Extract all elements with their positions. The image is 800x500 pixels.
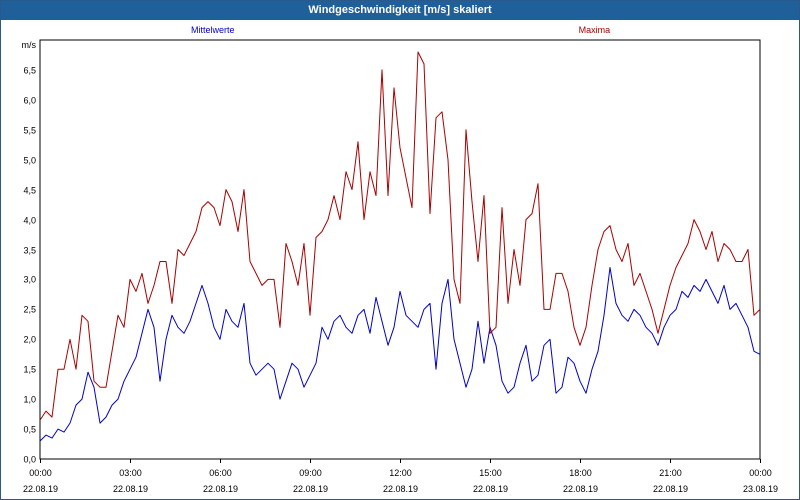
x-tick-date-label: 22.08.19	[293, 484, 328, 494]
x-tick-time-label: 00:00	[749, 468, 772, 478]
plot-frame	[39, 39, 761, 460]
x-tick-date-label: 22.08.19	[203, 484, 238, 494]
y-tick-label: 4,5	[23, 186, 36, 196]
x-tick-time-label: 21:00	[659, 468, 682, 478]
x-tick-time-label: 00:00	[29, 468, 52, 478]
y-tick-label: 0,5	[23, 425, 36, 435]
legend: Mittelwerte Maxima	[191, 25, 610, 35]
legend-maxima: Maxima	[579, 25, 611, 35]
series-layer	[39, 51, 761, 442]
y-tick-label: 1,0	[23, 395, 36, 405]
y-tick-label: 5,5	[23, 126, 36, 136]
chart-title: Windgeschwindigkeit [m/s] skaliert	[1, 1, 799, 20]
x-tick-date-label: 22.08.19	[113, 484, 148, 494]
series-line-maxima	[39, 51, 761, 421]
series-line-mittelwerte	[39, 267, 761, 442]
y-tick-label: 1,5	[23, 365, 36, 375]
x-tick-time-label: 12:00	[389, 468, 412, 478]
x-tick-date-label: 22.08.19	[653, 484, 688, 494]
y-axis-label: m/s	[22, 40, 37, 50]
x-tick-date-label: 22.08.19	[383, 484, 418, 494]
x-tick-time-label: 06:00	[209, 468, 232, 478]
y-tick-label: 6,5	[23, 66, 36, 76]
x-tick-time-label: 15:00	[479, 468, 502, 478]
x-tick-date-label: 23.08.19	[743, 484, 778, 494]
y-tick-label: 3,0	[23, 275, 36, 285]
x-tick-date-label: 22.08.19	[23, 484, 58, 494]
y-tick-label: 6,0	[23, 96, 36, 106]
legend-mittelwerte: Mittelwerte	[191, 25, 235, 35]
y-tick-label: 4,0	[23, 216, 36, 226]
x-tick-time-label: 18:00	[569, 468, 592, 478]
y-tick-label: 3,5	[23, 246, 36, 256]
y-tick-label: 2,0	[23, 335, 36, 345]
y-tick-label: 0,0	[23, 455, 36, 465]
x-tick-date-label: 22.08.19	[473, 484, 508, 494]
y-tick-label: 5,0	[23, 156, 36, 166]
axes: 0,0 0,5 1,0 1,5 2,0 2,5 3,0 3,5 4,0 4,5 5,0 5,5 6,0 6…	[22, 39, 778, 494]
y-tick-label: 2,5	[23, 305, 36, 315]
x-tick-time-label: 09:00	[299, 468, 322, 478]
x-tick-time-label: 03:00	[119, 468, 142, 478]
x-tick-date-label: 22.08.19	[563, 484, 598, 494]
